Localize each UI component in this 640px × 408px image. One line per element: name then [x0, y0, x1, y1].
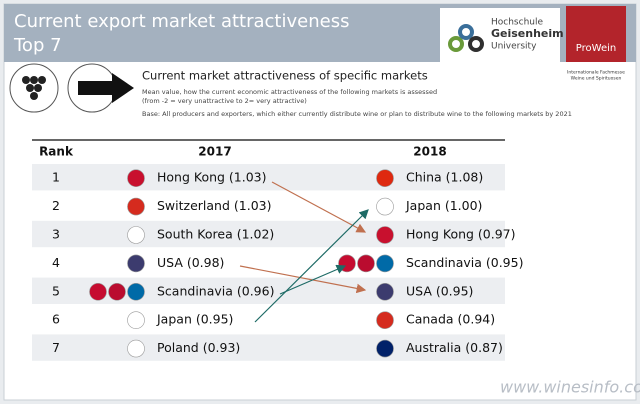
logo-mark — [448, 24, 484, 52]
table-row — [32, 220, 505, 248]
watermark: www.winesinfo.com — [500, 378, 640, 397]
title: Current export market attractiveness — [14, 11, 349, 32]
flag — [127, 169, 145, 187]
logo-text: University — [491, 42, 537, 52]
flag — [127, 282, 145, 301]
market: Switzerland (1.03) — [157, 198, 271, 213]
flag — [357, 254, 375, 273]
logo-text: Geisenheim — [491, 27, 564, 40]
market: Canada (0.94) — [406, 312, 495, 327]
market: USA (0.98) — [157, 255, 224, 270]
market: Hong Kong (0.97) — [406, 227, 516, 242]
fair-caption: Internationale Fachmesse — [567, 70, 625, 76]
grape-icon — [22, 76, 46, 100]
market: Japan (0.95) — [156, 312, 233, 327]
column-header: 2017 — [198, 145, 231, 159]
flag — [338, 254, 356, 273]
rank: 7 — [52, 340, 60, 355]
fair-logo — [566, 6, 626, 62]
flag — [127, 226, 145, 244]
table-row — [32, 164, 505, 191]
flag — [127, 197, 145, 216]
rank: 1 — [52, 170, 60, 185]
flag — [127, 254, 145, 273]
market: Australia (0.87) — [406, 340, 503, 355]
flag — [376, 226, 394, 244]
flag — [127, 311, 145, 330]
movement-arrows — [239, 181, 369, 323]
table-row — [32, 334, 505, 361]
rank: 3 — [52, 227, 60, 242]
market: Scandinavia (0.96) — [157, 283, 274, 298]
flag — [89, 282, 107, 301]
intro-text: Mean value, how the current economic att… — [142, 88, 437, 96]
flag — [127, 339, 145, 358]
rank: 2 — [52, 198, 60, 213]
flag — [376, 197, 394, 216]
rank: 6 — [52, 312, 60, 327]
market: Scandinavia (0.95) — [406, 255, 523, 270]
flag — [376, 339, 394, 358]
fair-name: ProWein — [576, 43, 616, 54]
fair-caption: Weine und Spirituosen — [571, 76, 622, 82]
column-header: Rank — [39, 145, 74, 159]
flag — [376, 169, 394, 187]
market: Poland (0.93) — [157, 340, 240, 355]
intro-text: (from -2 = very unattractive to 2= very … — [142, 97, 307, 105]
table-row — [32, 306, 505, 333]
intro-text: Base: All producers and exporters, which… — [142, 110, 572, 118]
table-row — [32, 192, 505, 219]
column-header: 2018 — [413, 145, 446, 159]
market: Hong Kong (1.03) — [157, 170, 267, 185]
rank: 5 — [52, 283, 60, 298]
rank: 4 — [52, 255, 60, 270]
market: USA (0.95) — [406, 283, 473, 298]
flag — [376, 311, 394, 330]
market: South Korea (1.02) — [157, 227, 274, 242]
flag — [376, 282, 394, 301]
logo-text: Hochschule — [491, 18, 543, 28]
flag — [376, 254, 394, 273]
subtitle: Top 7 — [13, 35, 62, 56]
market: Japan (1.00) — [405, 198, 482, 213]
flag — [108, 282, 126, 301]
intro-heading: Current market attractiveness of specifi… — [142, 69, 428, 83]
arrow-icon — [78, 73, 134, 103]
market: China (1.08) — [406, 170, 483, 185]
